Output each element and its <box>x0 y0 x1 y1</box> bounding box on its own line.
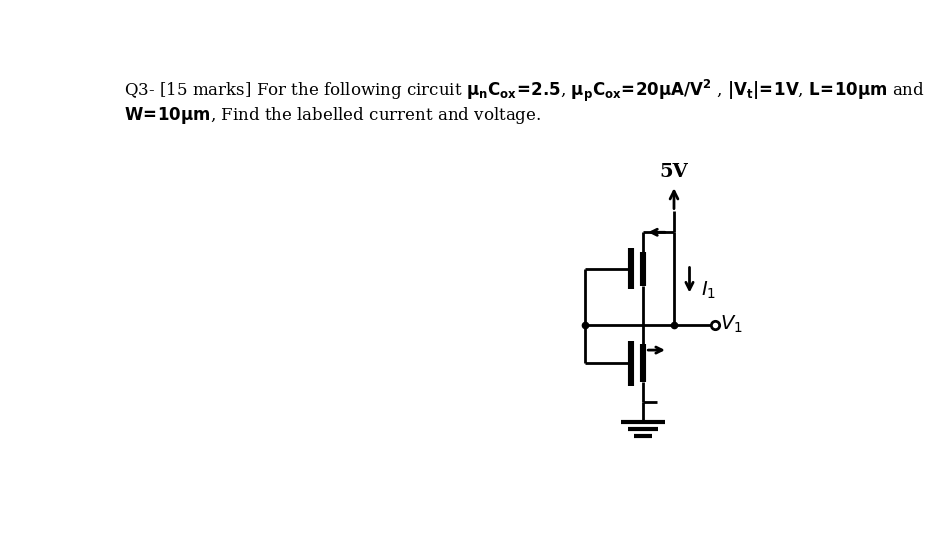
Text: Q3- [15 marks] For the following circuit $\mathbf{\mu_nC_{ox}\!=\!2.5}$, $\mathb: Q3- [15 marks] For the following circuit… <box>123 77 923 104</box>
Text: $V_1$: $V_1$ <box>719 314 743 335</box>
Text: 5V: 5V <box>659 163 688 181</box>
Text: $I_1$: $I_1$ <box>701 279 716 301</box>
Text: $\mathbf{W\!=\!10\mu m}$, Find the labelled current and voltage.: $\mathbf{W\!=\!10\mu m}$, Find the label… <box>123 105 540 126</box>
